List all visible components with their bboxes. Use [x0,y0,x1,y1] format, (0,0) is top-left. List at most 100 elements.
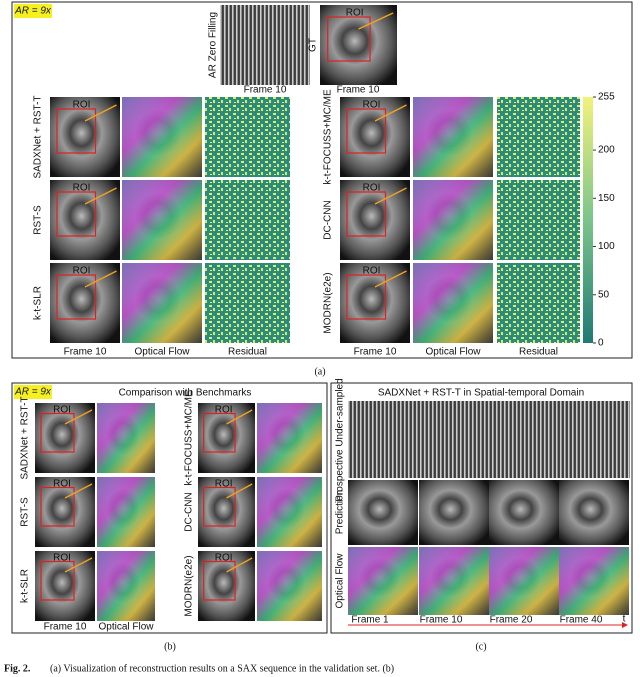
roi-label: ROI [53,405,71,416]
roi-label: ROI [53,553,71,564]
roi-label: ROI [363,266,381,277]
roi-box [56,108,97,154]
row-label: k-t-SLR [33,286,44,320]
row-label: DC-CNN [323,200,334,239]
roi-label: ROI [215,405,233,416]
image [205,97,290,177]
image [205,263,290,343]
image [559,547,629,615]
column-label: Optical Flow [98,622,154,633]
panel-a-frame [11,1,633,359]
ar-label: AR = 9x [14,387,52,398]
roi-label: ROI [53,479,71,490]
image [413,263,493,343]
roi-arrow [226,483,253,499]
image [340,263,410,343]
row-label: RST-S [33,205,44,235]
image [97,403,155,473]
image [257,403,322,473]
frame-label: Frame 10 [420,615,463,626]
row-label: k-t-FOCUSS+MC/ME [323,89,334,185]
roi-box [203,486,236,527]
row-label: MODRN(e2e) [323,272,334,333]
roi-box [40,486,75,527]
frame-label: Frame 40 [560,615,603,626]
ar-highlight [14,385,52,399]
colorbar-tick-label: 200 [598,145,615,156]
column-label: Frame 10 [354,347,397,358]
image [497,180,580,260]
image [489,547,559,615]
image [35,551,95,621]
image [257,551,322,621]
panel-label: (a) [314,366,325,377]
row-label: RST-S [20,497,31,527]
roi-box [40,412,75,453]
roi-arrow [226,557,253,573]
image [413,97,493,177]
image [340,180,410,260]
row-label: k-t-SLR [20,569,31,603]
image [419,480,489,545]
image [122,180,202,260]
image [205,180,290,260]
roi-label: ROI [215,479,233,490]
image [50,180,120,260]
colorbar-tick-label: 100 [598,241,615,252]
caption-text: (a) Visualization of reconstruction resu… [50,663,394,674]
roi-arrow [358,12,394,30]
roi-arrow [64,483,93,499]
image [50,97,120,177]
roi-arrow [374,270,407,288]
ar-label: AR = 9x [14,6,52,17]
roi-label: ROI [73,266,91,277]
image [50,263,120,343]
frame-label: Frame 20 [490,615,533,626]
roi-label: ROI [73,183,91,194]
roi-arrow [374,104,407,122]
row-label: k-t-FOCUSS+MC/ME [184,390,195,486]
image [220,5,310,85]
panel-c-frame [330,382,633,634]
colorbar-tick-label: 0 [598,338,604,349]
panel-label: (b) [164,641,176,652]
roi-arrow [226,409,253,425]
row-label: Prediction [335,490,346,534]
ar-highlight [14,4,52,18]
column-label: Residual [228,347,267,358]
image [97,477,155,547]
colorbar-tick-label: 150 [598,193,615,204]
column-label: Optical Flow [425,347,481,358]
image [257,477,322,547]
time-label: t [623,614,626,625]
caption-label: Fig. 2. [4,663,31,674]
column-label: Optical Flow [134,347,190,358]
panel-b-frame [11,382,328,634]
row-label: MODRN(e2e) [184,555,195,616]
row-label: Prospective Under-sampled [335,378,346,501]
frame-label: Frame 1 [351,615,389,626]
row-label: SADXNet + RST-T [20,396,31,479]
roi-box [346,191,387,237]
image [413,180,493,260]
roi-label: ROI [346,8,364,19]
time-arrowhead [622,622,628,628]
roi-arrow [84,104,117,122]
row-label: Optical Flow [335,553,346,609]
image [97,551,155,621]
row-label: AR Zero Filling [208,12,219,78]
image [122,263,202,343]
image [122,97,202,177]
image [35,477,95,547]
roi-arrow [374,187,407,205]
colorbar-tick-label: 255 [598,92,615,103]
image [340,97,410,177]
row-label: GT [308,38,319,52]
label: Frame 10 [244,85,287,96]
roi-box [327,16,371,62]
roi-label: ROI [363,100,381,111]
roi-arrow [64,409,93,425]
label: Frame 10 [337,85,380,96]
